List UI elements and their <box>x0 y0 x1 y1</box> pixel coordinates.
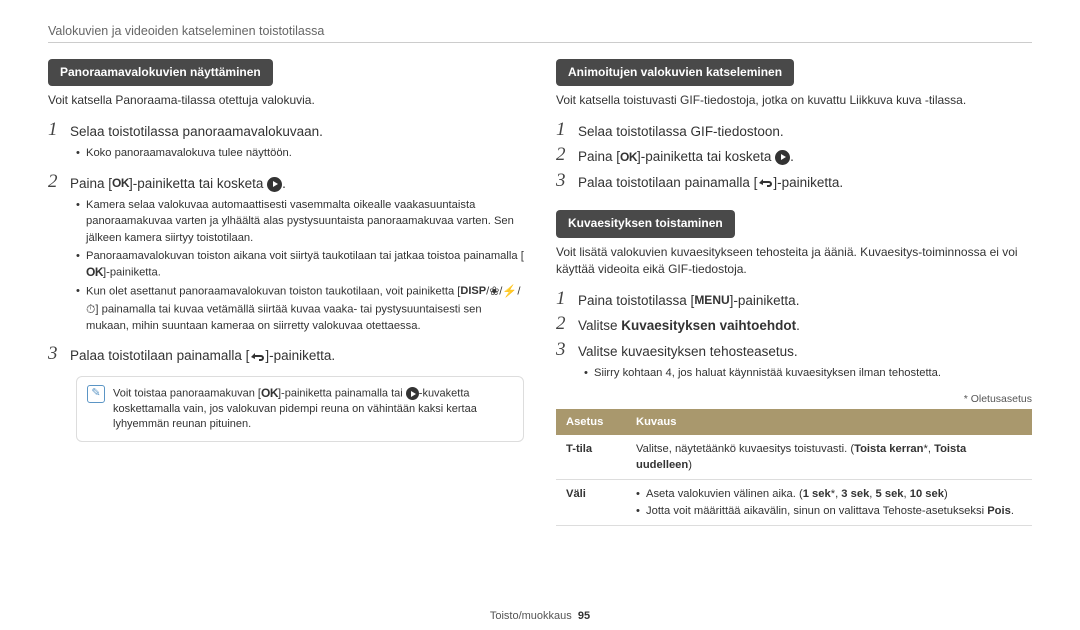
step-number: 1 <box>556 289 578 310</box>
setting-desc: Valitse, näytetäänkö kuvaesitys toistuva… <box>626 435 1032 480</box>
ok-icon: OK <box>620 149 637 166</box>
step-2: 2 Paina [OK]-painiketta tai kosketa . <box>48 172 524 194</box>
footer-section: Toisto/muokkaus <box>490 610 572 622</box>
bullet: Jotta voit määrittää aikavälin, sinun on… <box>636 503 1022 519</box>
table-row: T-tila Valitse, näytetäänkö kuvaesitys t… <box>556 435 1032 480</box>
step-3: 3 Palaa toistotilaan painamalla []-paini… <box>556 171 1032 193</box>
step-text: Valitse Kuvaesityksen vaihtoehdot. <box>578 314 800 336</box>
ok-icon: OK <box>86 264 103 281</box>
setting-name: Väli <box>556 480 626 525</box>
bullet: Panoraamavalokuvan toiston aikana voit s… <box>76 248 524 282</box>
step-text: Palaa toistotilaan painamalla []-painike… <box>578 171 843 193</box>
disp-icon: DISP <box>460 284 486 300</box>
page-title: Valokuvien ja videoiden katseleminen toi… <box>48 24 324 38</box>
step-text: Paina [OK]-painiketta tai kosketa . <box>70 172 286 194</box>
page-header: Valokuvien ja videoiden katseleminen toi… <box>48 24 1032 43</box>
step1-bullets: Koko panoraamavalokuva tulee näyttöön. <box>76 145 524 161</box>
step3-bullets: Siirry kohtaan 4, jos haluat käynnistää … <box>584 365 1032 381</box>
table-header-row: Asetus Kuvaus <box>556 409 1032 435</box>
section-title-slideshow: Kuvaesityksen toistaminen <box>556 210 735 237</box>
step2-bullets: Kamera selaa valokuvaa automaattisesti v… <box>76 197 524 334</box>
section-title-panorama: Panoraamavalokuvien näyttäminen <box>48 59 273 86</box>
ok-icon: OK <box>112 175 129 192</box>
bullet: Koko panoraamavalokuva tulee näyttöön. <box>76 145 524 161</box>
right-column: Animoitujen valokuvien katseleminen Voit… <box>556 59 1032 526</box>
step-3: 3 Palaa toistotilaan painamalla []-paini… <box>48 344 524 366</box>
step-1: 1 Paina toistotilassa [MENU]-painiketta. <box>556 289 1032 311</box>
settings-table: Asetus Kuvaus T-tila Valitse, näytetäänk… <box>556 409 1032 526</box>
step-text: Selaa toistotilassa panoraamavalokuvaan. <box>70 120 323 142</box>
back-icon <box>249 351 265 363</box>
back-icon <box>757 177 773 189</box>
step-number: 3 <box>556 171 578 192</box>
note-icon: ✎ <box>87 385 105 403</box>
step-2: 2 Paina [OK]-painiketta tai kosketa . <box>556 145 1032 167</box>
step-text: Paina toistotilassa [MENU]-painiketta. <box>578 289 799 311</box>
step-text: Paina [OK]-painiketta tai kosketa . <box>578 145 794 167</box>
macro-icon: ❀ <box>489 283 499 300</box>
step-text: Valitse kuvaesityksen tehosteasetus. <box>578 340 798 362</box>
timer-icon: ⏱ <box>86 301 95 318</box>
page-footer: Toisto/muokkaus 95 <box>0 610 1080 622</box>
gif-intro: Voit katsella toistuvasti GIF-tiedostoja… <box>556 92 1032 109</box>
step-number: 2 <box>556 145 578 166</box>
step-3: 3 Valitse kuvaesityksen tehosteasetus. <box>556 340 1032 362</box>
play-icon <box>267 177 282 192</box>
info-text: Voit toistaa panoraamakuvan [OK]-painike… <box>113 385 513 433</box>
section-title-gif: Animoitujen valokuvien katseleminen <box>556 59 794 86</box>
bullet: Kamera selaa valokuvaa automaattisesti v… <box>76 197 524 246</box>
step-1: 1 Selaa toistotilassa GIF-tiedostoon. <box>556 120 1032 142</box>
setting-name: T-tila <box>556 435 626 480</box>
page-number: 95 <box>578 610 590 622</box>
step-text: Selaa toistotilassa GIF-tiedostoon. <box>578 120 784 142</box>
step-number: 2 <box>48 172 70 193</box>
col-setting: Asetus <box>556 409 626 435</box>
bullet: Siirry kohtaan 4, jos haluat käynnistää … <box>584 365 1032 381</box>
setting-desc: Aseta valokuvien välinen aika. (1 sek*, … <box>626 480 1032 525</box>
default-footnote: * Oletusasetus <box>556 392 1032 407</box>
ok-icon: OK <box>261 385 278 402</box>
step-number: 1 <box>48 120 70 141</box>
flash-icon: ⚡ <box>502 283 517 300</box>
step-number: 2 <box>556 314 578 335</box>
step-number: 3 <box>556 340 578 361</box>
step-1: 1 Selaa toistotilassa panoraamavalokuvaa… <box>48 120 524 142</box>
info-box: ✎ Voit toistaa panoraamakuvan [OK]-paini… <box>76 376 524 442</box>
menu-icon: MENU <box>694 292 729 309</box>
step-2: 2 Valitse Kuvaesityksen vaihtoehdot. <box>556 314 1032 336</box>
step-number: 3 <box>48 344 70 365</box>
col-description: Kuvaus <box>626 409 1032 435</box>
play-icon <box>775 150 790 165</box>
panorama-intro: Voit katsella Panoraama-tilassa otettuja… <box>48 92 524 109</box>
step-text: Palaa toistotilaan painamalla []-painike… <box>70 344 335 366</box>
left-column: Panoraamavalokuvien näyttäminen Voit kat… <box>48 59 524 526</box>
play-icon <box>406 387 419 400</box>
main-columns: Panoraamavalokuvien näyttäminen Voit kat… <box>48 59 1032 526</box>
bullet: Aseta valokuvien välinen aika. (1 sek*, … <box>636 486 1022 502</box>
slideshow-intro: Voit lisätä valokuvien kuvaesitykseen te… <box>556 244 1032 279</box>
table-row: Väli Aseta valokuvien välinen aika. (1 s… <box>556 480 1032 525</box>
bullet: Kun olet asettanut panoraamavalokuvan to… <box>76 283 524 334</box>
step-number: 1 <box>556 120 578 141</box>
